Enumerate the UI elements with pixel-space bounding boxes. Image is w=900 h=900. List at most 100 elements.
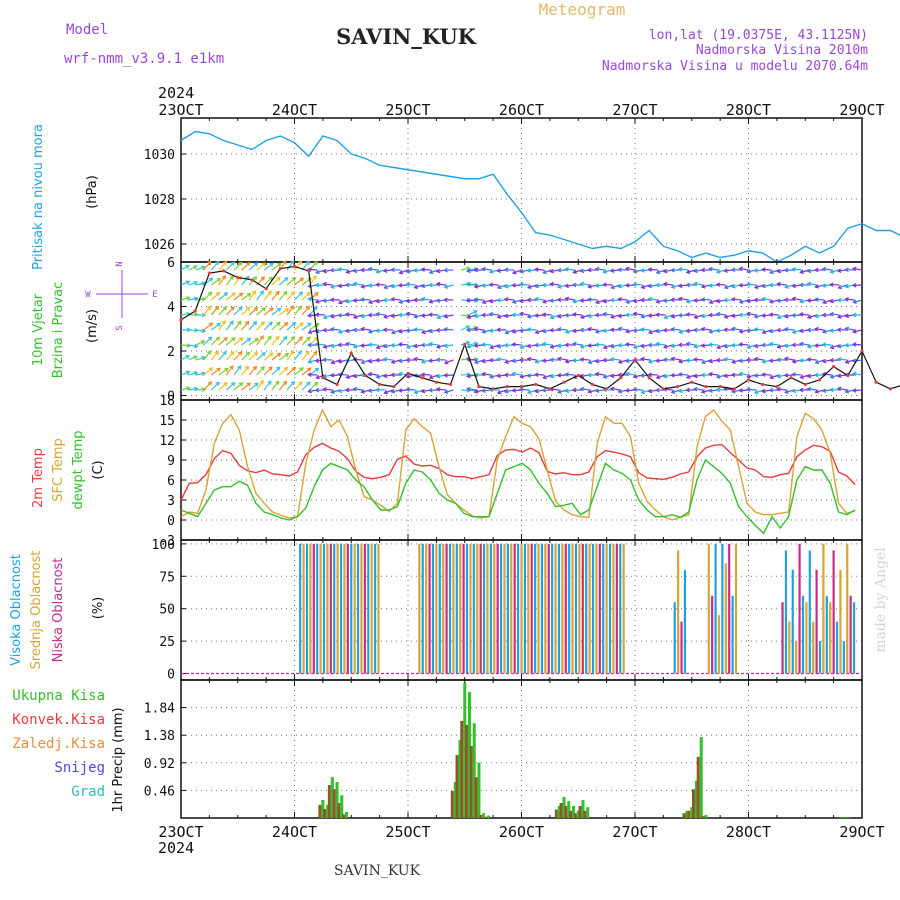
wind-arrow-head bbox=[322, 357, 327, 363]
wind-ylabel-1: 10m Vjetar bbox=[31, 293, 46, 366]
wind-arrow bbox=[308, 268, 318, 271]
wind-arrow-head bbox=[685, 269, 691, 274]
wind-speed-point bbox=[789, 376, 793, 380]
wind-arrow bbox=[286, 291, 295, 301]
wind-arrow bbox=[603, 313, 613, 316]
wind-arrow-head bbox=[798, 282, 804, 288]
wind-arrow-head bbox=[276, 276, 281, 282]
wind-arrow-head bbox=[330, 284, 335, 289]
wind-arrow bbox=[180, 344, 191, 347]
wind-arrow-head bbox=[329, 327, 335, 332]
wind-arrow-head bbox=[518, 328, 524, 333]
wind-arrow bbox=[482, 373, 492, 376]
wind-arrow bbox=[286, 277, 296, 286]
wind-arrow bbox=[595, 373, 605, 376]
wind-arrow-head bbox=[216, 367, 221, 372]
wind-arrow-head bbox=[829, 328, 834, 333]
wind-arrow-head bbox=[322, 314, 328, 320]
wind-arrow bbox=[391, 359, 401, 364]
wind-arrow-head bbox=[768, 282, 774, 288]
wind-arrow-head bbox=[678, 329, 683, 334]
wind-arrow bbox=[338, 268, 348, 271]
wind-arrow-head bbox=[821, 266, 827, 272]
wind-arrow-head bbox=[814, 284, 819, 289]
y-tick-label: -3 bbox=[159, 534, 175, 549]
wind-arrow bbox=[399, 269, 409, 274]
wind-arrow-head bbox=[473, 297, 479, 302]
wind-arrow bbox=[611, 314, 621, 318]
precip-conv-bar bbox=[332, 789, 336, 818]
wind-arrow-head bbox=[481, 299, 487, 305]
precip-conv-bar bbox=[843, 817, 847, 818]
precip-total-bar bbox=[704, 815, 708, 818]
wind-arrow-head bbox=[541, 341, 547, 347]
wind-arrow bbox=[286, 381, 295, 391]
wind-arrow bbox=[656, 269, 666, 274]
precip-legend-item: Grad bbox=[71, 784, 105, 800]
wind-arrow bbox=[309, 381, 318, 391]
wind-arrow-head bbox=[297, 350, 302, 355]
wind-arrow-head bbox=[466, 344, 471, 349]
wind-arrow-head bbox=[368, 299, 373, 305]
wind-arrow bbox=[308, 329, 318, 334]
wind-arrow-head bbox=[305, 350, 310, 355]
wind-arrow-head bbox=[428, 312, 433, 317]
wind-arrow-head bbox=[305, 260, 310, 266]
wind-arrow bbox=[460, 325, 470, 331]
wind-arrow-head bbox=[412, 268, 418, 273]
wind-arrow-head bbox=[307, 296, 312, 302]
wind-speed-point bbox=[278, 267, 282, 271]
wind-arrow-head bbox=[730, 372, 736, 378]
wind-arrow-head bbox=[322, 344, 328, 349]
wind-arrow-head bbox=[685, 341, 691, 347]
wind-speed-point bbox=[846, 373, 850, 378]
wind-arrow-head bbox=[723, 297, 728, 303]
temp-line bbox=[180, 408, 856, 521]
wind-arrow-head bbox=[337, 359, 343, 364]
wind-arrow bbox=[210, 292, 220, 301]
wind-arrow-head bbox=[367, 371, 373, 377]
wind-arrow bbox=[482, 268, 492, 271]
wind-arrow-head bbox=[700, 389, 706, 394]
wind-arrow bbox=[263, 335, 272, 346]
wind-arrow-head bbox=[246, 261, 251, 267]
wind-arrow-head bbox=[776, 387, 781, 392]
wind-arrow bbox=[278, 336, 288, 346]
y-tick-label: 1028 bbox=[144, 193, 175, 208]
wind-arrow bbox=[210, 306, 219, 316]
wind-arrow-head bbox=[397, 312, 403, 318]
wind-arrow-head bbox=[201, 328, 207, 334]
wind-arrow-head bbox=[428, 341, 433, 347]
wind-arrow bbox=[520, 312, 530, 316]
wind-arrow-head bbox=[806, 373, 812, 379]
wind-arrow-head bbox=[473, 326, 479, 332]
wind-arrow-head bbox=[655, 328, 660, 334]
wind-arrow-head bbox=[253, 351, 259, 357]
wind-arrow-head bbox=[496, 357, 501, 362]
wind-arrow-head bbox=[367, 388, 373, 393]
wind-arrow-head bbox=[640, 373, 645, 378]
precip-conv-bar bbox=[569, 810, 573, 818]
wind-arrow bbox=[603, 344, 613, 349]
wind-arrow bbox=[346, 374, 356, 379]
wind-arrow-head bbox=[738, 329, 744, 334]
wind-arrow-head bbox=[624, 312, 630, 318]
precip-total-bar bbox=[477, 762, 481, 818]
wind-arrow bbox=[497, 358, 507, 361]
wind-arrow bbox=[256, 262, 266, 271]
wind-arrow-head bbox=[503, 297, 509, 302]
wind-arrow bbox=[558, 284, 568, 288]
wind-arrow-head bbox=[443, 313, 449, 319]
wind-direction-legend: N W E S bbox=[85, 261, 157, 330]
wind-arrow bbox=[353, 314, 363, 319]
wind-arrow-head bbox=[723, 327, 728, 333]
wind-arrow bbox=[278, 381, 287, 391]
wind-arrow bbox=[331, 284, 341, 288]
wind-arrow-head bbox=[700, 326, 706, 332]
wind-arrow-head bbox=[275, 380, 280, 385]
wind-arrow-head bbox=[252, 276, 258, 281]
wind-arrow bbox=[716, 313, 726, 316]
wind-arrow-head bbox=[201, 355, 206, 361]
top-tick-label: 28OCT bbox=[726, 101, 771, 119]
wind-arrow-head bbox=[496, 373, 501, 379]
